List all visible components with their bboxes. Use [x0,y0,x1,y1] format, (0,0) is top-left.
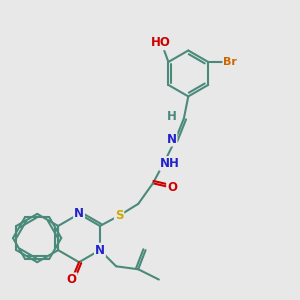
Text: N: N [74,207,84,220]
Text: O: O [167,181,177,194]
Text: Br: Br [223,57,237,67]
Text: S: S [115,209,123,222]
Text: H: H [167,110,176,123]
Text: N: N [95,244,105,256]
Text: N: N [167,133,176,146]
Text: HO: HO [151,36,171,49]
Text: O: O [67,273,77,286]
Text: NH: NH [160,157,180,170]
